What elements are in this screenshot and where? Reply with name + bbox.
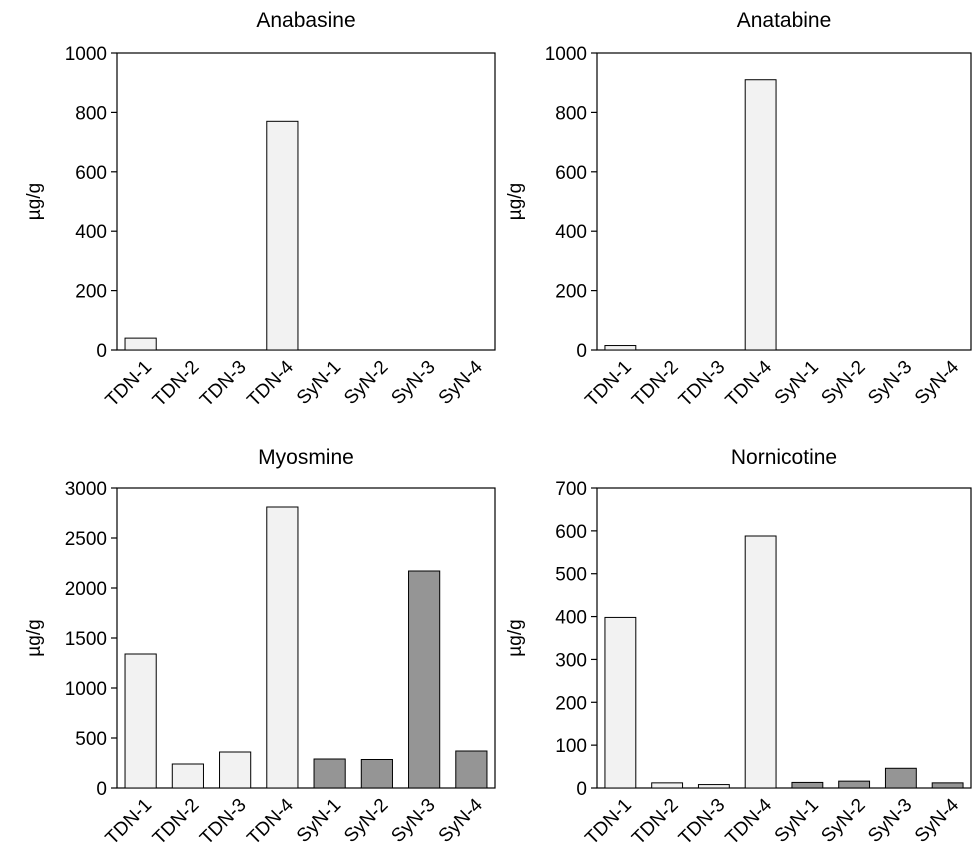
- y-tick-label: 500: [75, 729, 107, 750]
- y-axis-label: µg/g: [505, 619, 526, 656]
- chart-title: Anabasine: [256, 9, 355, 32]
- y-tick-label: 200: [555, 693, 587, 714]
- category-label: SyN-4: [911, 356, 963, 408]
- category-label: TDN-3: [675, 795, 729, 849]
- y-tick-label: 1000: [65, 679, 107, 700]
- y-tick-label: 1000: [65, 44, 107, 65]
- category-label: TDN-3: [196, 795, 250, 849]
- bar-syn-4: [931, 782, 964, 789]
- chart-title: Nornicotine: [731, 446, 837, 469]
- plot-frame: [596, 487, 972, 789]
- y-tick-label: 600: [75, 163, 107, 184]
- chart-panel-0: Anabasine µg/g 0 200 400 600 800 1000 TDN-1TDN-2…: [24, 9, 496, 411]
- category-label: TDN-2: [628, 357, 682, 411]
- y-tick-label: 0: [96, 779, 107, 800]
- y-tick-label: 0: [576, 779, 587, 800]
- bar-tdn-2: [171, 763, 204, 789]
- y-tick-label: 2000: [65, 579, 107, 600]
- y-tick-label: 200: [555, 282, 587, 303]
- chart-panel-1: Anatabine µg/g 0 200 400 600 800 1000 TDN-1TDN-2…: [505, 9, 972, 411]
- y-tick-label: 700: [555, 479, 587, 500]
- y-tick-label: 800: [75, 103, 107, 124]
- bar-tdn-2: [651, 782, 684, 789]
- bar-tdn-1: [124, 337, 157, 351]
- y-tick-label: 300: [555, 650, 587, 671]
- bar-tdn-3: [219, 751, 252, 789]
- y-tick-label: 3000: [65, 479, 107, 500]
- y-tick-label: 400: [555, 222, 587, 243]
- category-label: SyN-1: [771, 795, 823, 847]
- bar-tdn-3: [697, 784, 730, 789]
- y-axis-label: µg/g: [505, 183, 526, 220]
- category-label: TDN-4: [243, 356, 298, 411]
- category-label: SyN-2: [817, 357, 869, 409]
- category-label: SyN-3: [387, 357, 439, 409]
- y-tick-label: 0: [576, 341, 587, 362]
- category-label: SyN-1: [293, 795, 345, 847]
- y-axis-label: µg/g: [24, 183, 45, 220]
- category-label: SyN-2: [817, 795, 869, 847]
- bar-tdn-1: [604, 616, 637, 789]
- bar-syn-4: [455, 750, 488, 789]
- category-label: TDN-1: [581, 795, 635, 849]
- plot-frame: [596, 52, 972, 351]
- y-tick-label: 400: [555, 608, 587, 629]
- bar-tdn-4: [266, 120, 299, 351]
- category-label: SyN-4: [435, 356, 487, 408]
- y-tick-label: 2500: [65, 529, 107, 550]
- bar-syn-3: [884, 767, 917, 789]
- category-label: SyN-3: [864, 357, 916, 409]
- bar-syn-1: [791, 781, 824, 789]
- y-tick-label: 1500: [65, 629, 107, 650]
- category-label: TDN-3: [196, 357, 250, 411]
- y-tick-label: 600: [555, 522, 587, 543]
- bar-syn-2: [838, 780, 871, 789]
- y-tick-label: 800: [555, 103, 587, 124]
- bar-tdn-1: [604, 345, 637, 351]
- chart-title: Anatabine: [737, 9, 832, 32]
- plot-frame: [116, 52, 496, 351]
- category-label: SyN-2: [340, 795, 392, 847]
- y-tick-label: 100: [555, 736, 587, 757]
- category-label: SyN-4: [435, 794, 487, 846]
- bar-syn-3: [408, 570, 441, 789]
- bar-syn-1: [313, 758, 346, 789]
- y-tick-label: 500: [555, 565, 587, 586]
- category-label: SyN-4: [911, 794, 963, 846]
- category-label: TDN-1: [102, 357, 156, 411]
- category-label: TDN-1: [581, 357, 635, 411]
- category-label: SyN-3: [387, 795, 439, 847]
- bar-tdn-4: [744, 79, 777, 351]
- y-tick-label: 200: [75, 282, 107, 303]
- y-tick-label: 400: [75, 222, 107, 243]
- category-label: TDN-2: [628, 795, 682, 849]
- category-label: SyN-1: [771, 357, 823, 409]
- y-tick-label: 1000: [545, 44, 587, 65]
- bar-tdn-1: [124, 653, 157, 789]
- chart-panel-2: Myosmine µg/g 0 500 1000 1500 2000 2500 3000 TDN-…: [24, 446, 496, 849]
- category-label: TDN-4: [722, 794, 777, 849]
- category-label: SyN-3: [864, 795, 916, 847]
- category-label: TDN-2: [149, 795, 203, 849]
- category-label: SyN-2: [340, 357, 392, 409]
- category-label: TDN-4: [722, 356, 777, 411]
- y-axis-label: µg/g: [24, 619, 45, 656]
- y-tick-label: 600: [555, 163, 587, 184]
- category-label: TDN-4: [243, 794, 298, 849]
- bar-tdn-4: [266, 506, 299, 789]
- chart-panel-3: Nornicotine µg/g 0 100 200 300 400 500 600 700 TDN…: [505, 446, 972, 849]
- y-tick-label: 0: [96, 341, 107, 362]
- bar-tdn-4: [744, 535, 777, 789]
- category-label: TDN-2: [149, 357, 203, 411]
- category-label: TDN-1: [102, 795, 156, 849]
- bar-syn-2: [360, 759, 393, 789]
- category-label: TDN-3: [675, 357, 729, 411]
- chart-title: Myosmine: [258, 446, 354, 469]
- category-label: SyN-1: [293, 357, 345, 409]
